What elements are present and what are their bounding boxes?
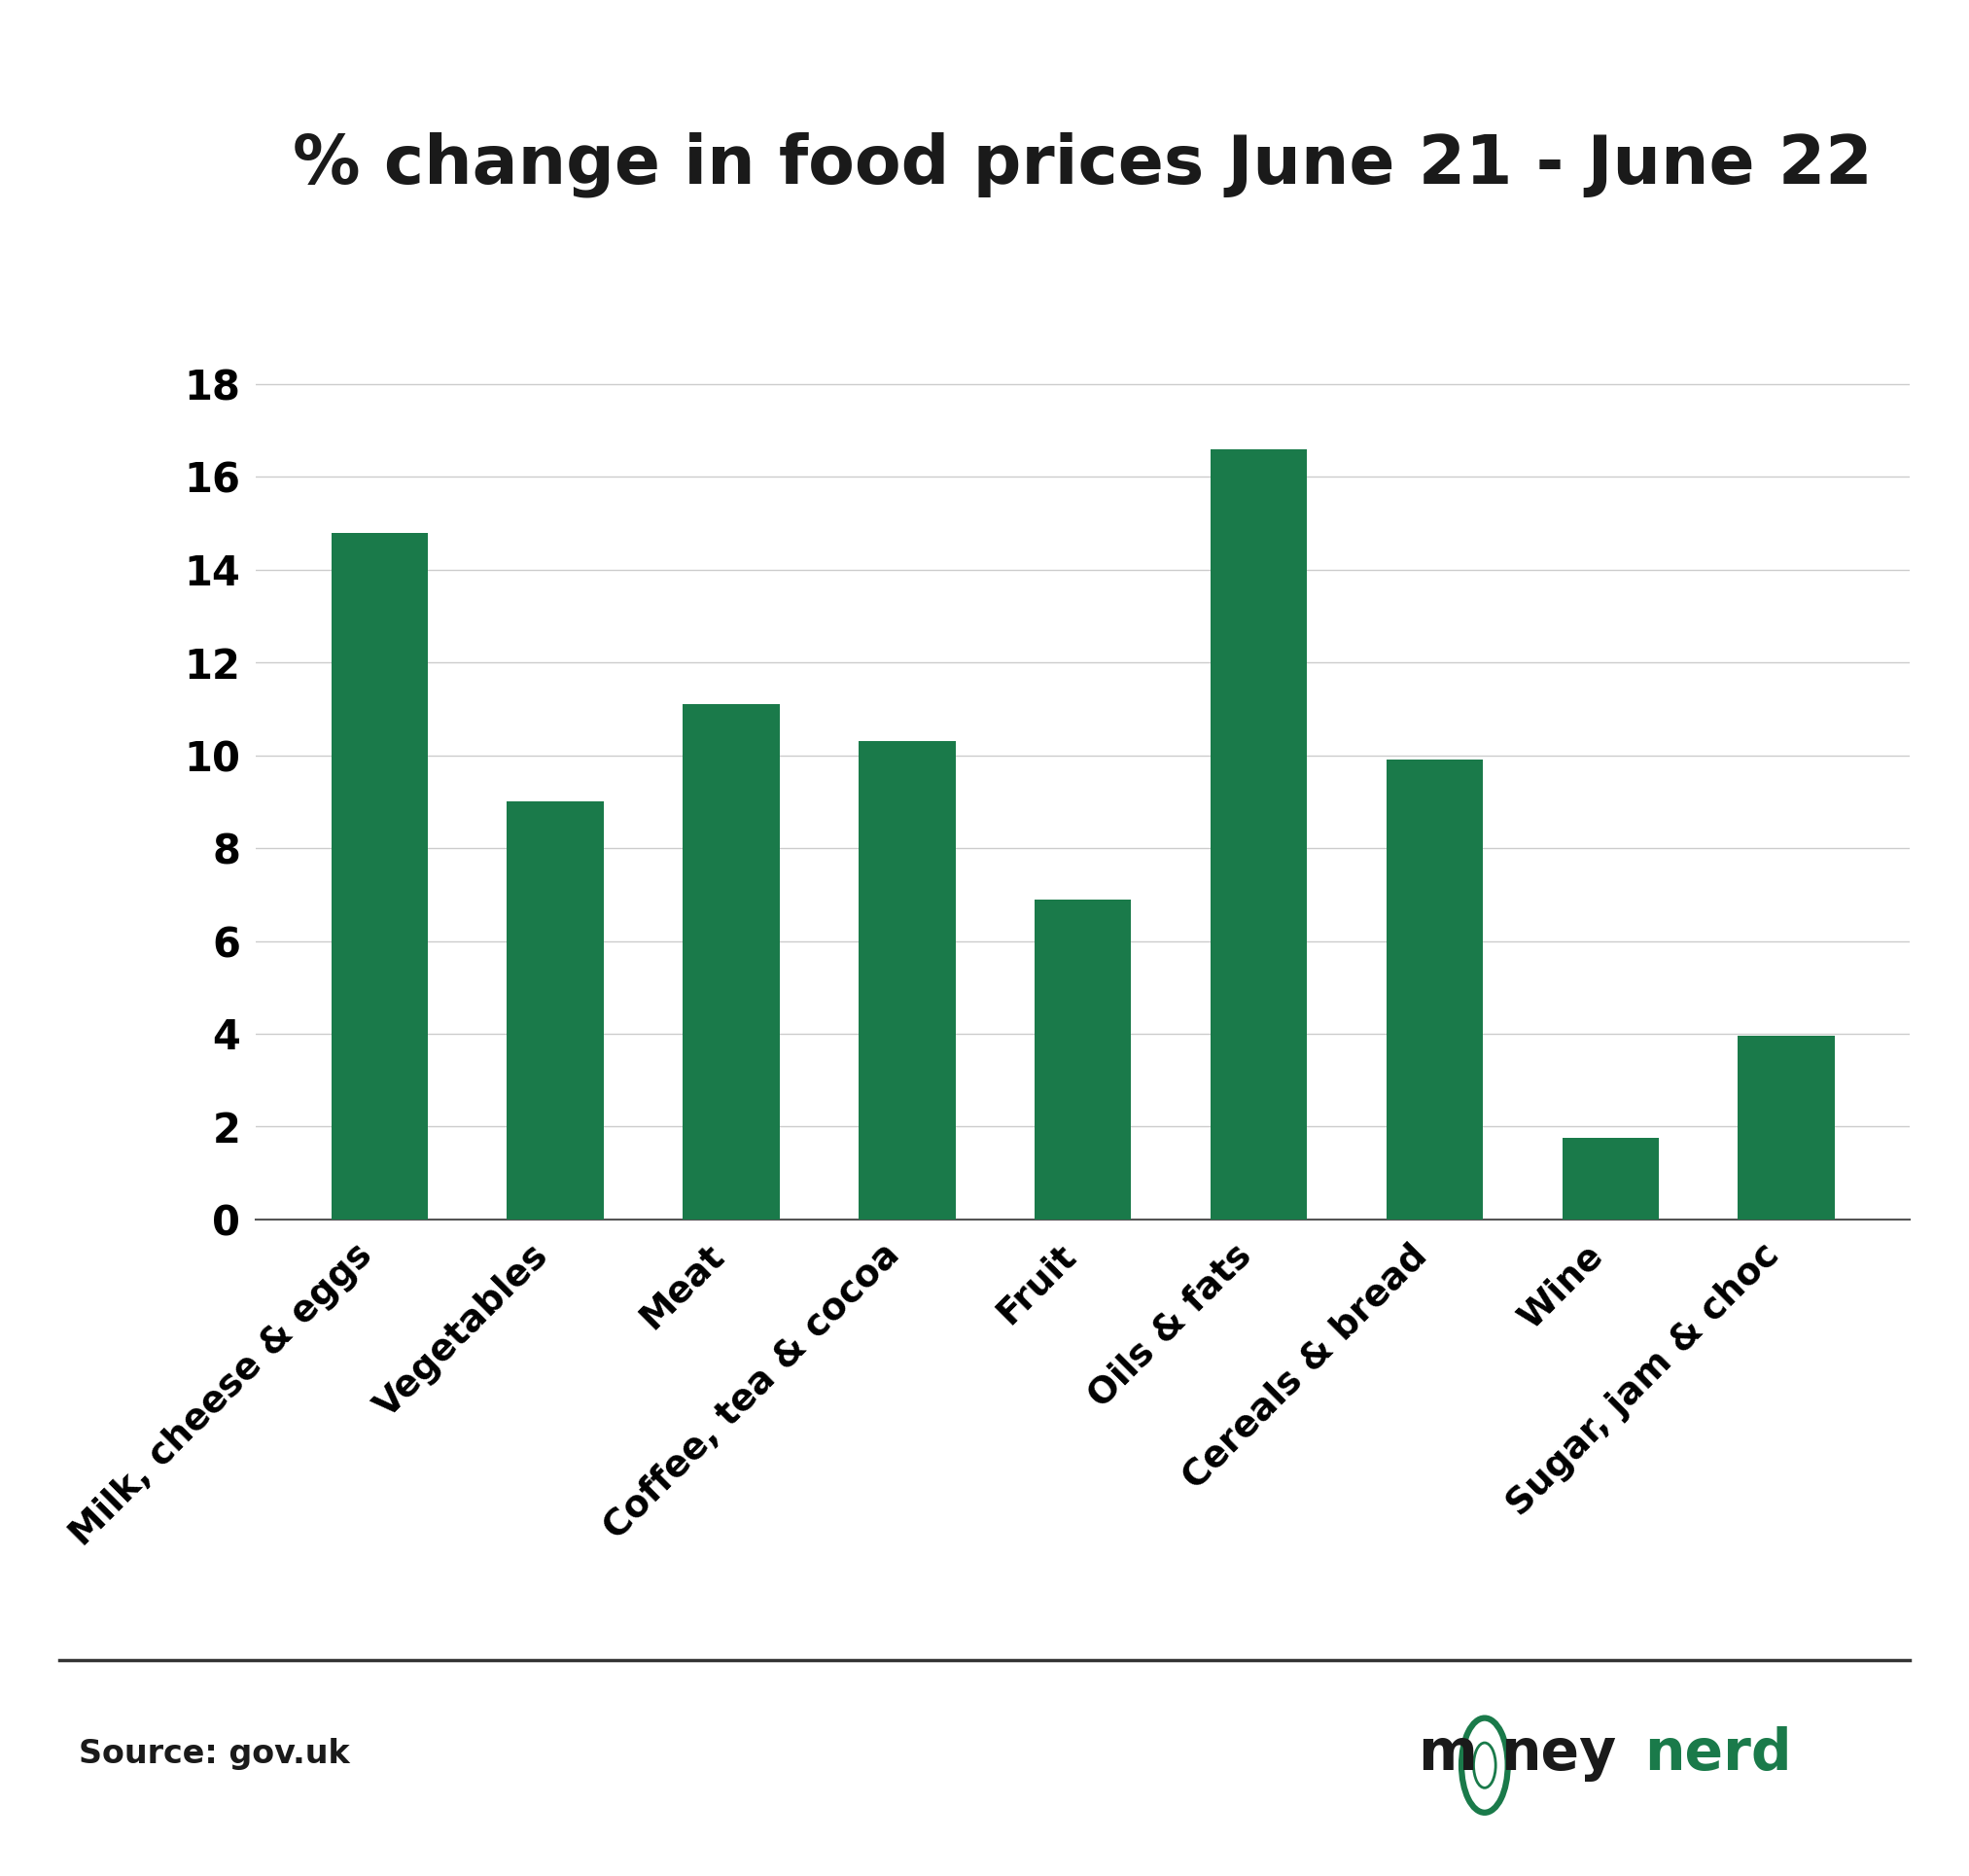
Text: m: m [1418, 1726, 1477, 1782]
Text: Source: gov.uk: Source: gov.uk [79, 1737, 350, 1771]
Bar [1561, 1139, 1660, 1219]
Text: % change in food prices June 21 - June 22: % change in food prices June 21 - June 2… [293, 131, 1873, 197]
Bar [331, 533, 427, 1219]
Bar [858, 741, 955, 1219]
Bar [1211, 448, 1307, 1219]
Text: nerd: nerd [1644, 1726, 1792, 1782]
Bar [506, 801, 604, 1219]
Bar [683, 704, 780, 1219]
Bar [1739, 1036, 1835, 1219]
Bar [1034, 899, 1132, 1219]
Bar [1386, 760, 1483, 1219]
Text: ney: ney [1500, 1726, 1617, 1782]
